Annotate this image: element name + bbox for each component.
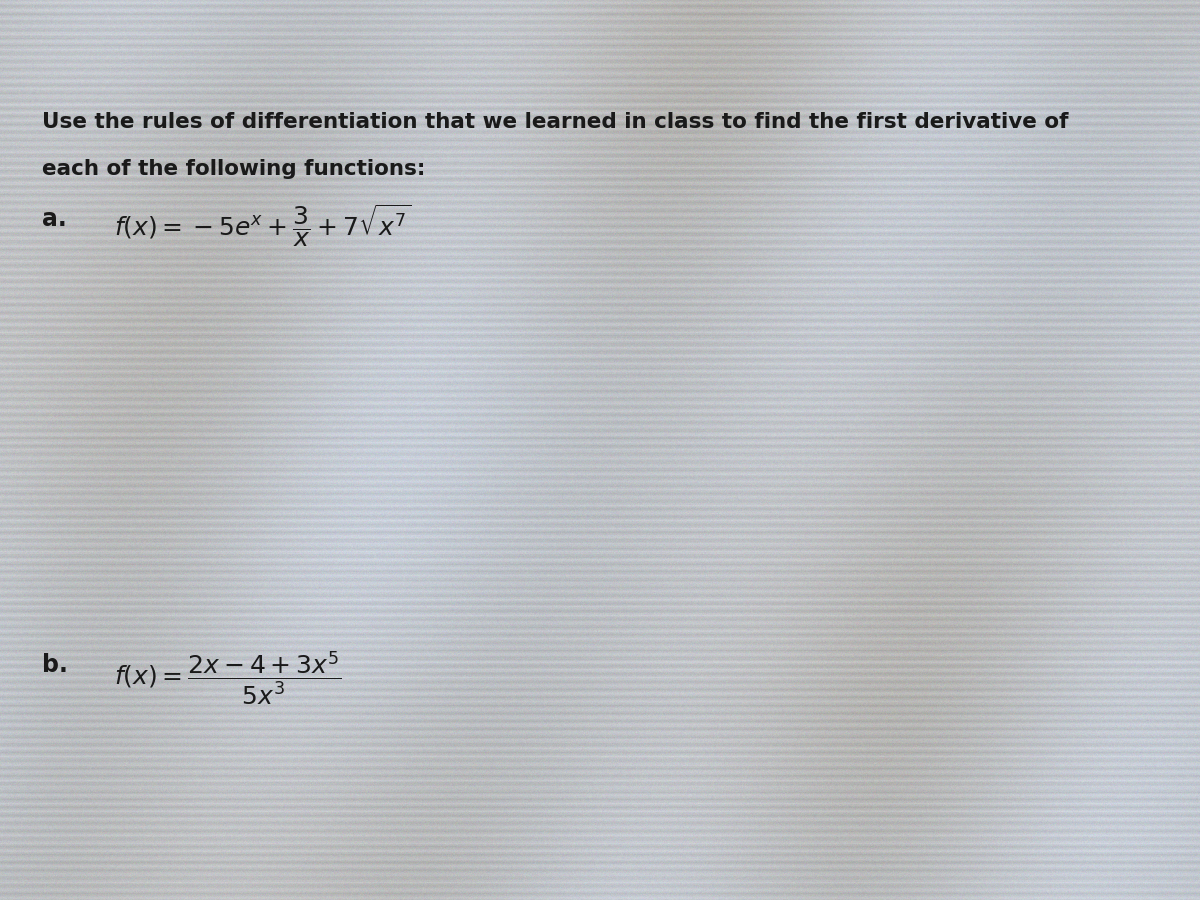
Text: Use the rules of differentiation that we learned in class to find the first deri: Use the rules of differentiation that we… bbox=[42, 112, 1068, 132]
Text: each of the following functions:: each of the following functions: bbox=[42, 159, 425, 179]
Text: b.: b. bbox=[42, 652, 68, 677]
Text: $f(x) = -5e^x + \dfrac{3}{x} + 7\sqrt{x^7}$: $f(x) = -5e^x + \dfrac{3}{x} + 7\sqrt{x^… bbox=[114, 202, 412, 249]
Text: $f(x) = \dfrac{2x - 4 + 3x^5}{5x^3}$: $f(x) = \dfrac{2x - 4 + 3x^5}{5x^3}$ bbox=[114, 650, 342, 707]
Text: a.: a. bbox=[42, 207, 67, 231]
